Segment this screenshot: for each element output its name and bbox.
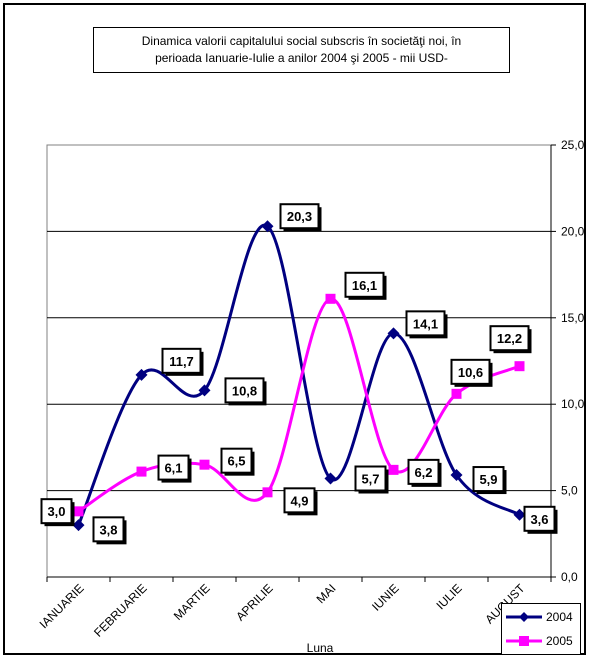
y-tick-label: 0,0	[561, 570, 578, 584]
marker-2005-martie	[199, 459, 210, 470]
marker-2005-mai	[325, 293, 336, 304]
chart-title: Dinamica valorii capitalului social subs…	[93, 27, 510, 73]
x-axis-label: Luna	[306, 641, 334, 655]
legend-entry-2005: 2005	[504, 631, 580, 651]
data-label-2004-iulie: 5,9	[479, 472, 497, 487]
data-label-2004-ianuarie: 3,0	[47, 504, 65, 519]
x-tick-label: FEBRUARIE	[91, 581, 149, 639]
x-tick-label: MARTIE	[171, 581, 213, 623]
marker-2004-aprilie	[261, 220, 274, 233]
marker-2004-iulie	[450, 469, 463, 482]
data-label-2005-august: 12,2	[497, 331, 522, 346]
marker-2005-ianuarie	[73, 506, 84, 517]
data-label-box	[224, 377, 265, 404]
data-label-2005-martie: 6,5	[227, 454, 245, 469]
marker-2004-mai	[324, 472, 337, 485]
y-tick-label: 20,0	[561, 224, 585, 238]
data-label-box	[523, 505, 556, 532]
data-label-box	[161, 347, 202, 374]
legend-swatch-2004	[506, 612, 542, 622]
marker-2005-februarie	[136, 466, 147, 477]
x-tick-label: APRILIE	[233, 581, 275, 623]
data-label-2004-mai: 5,7	[361, 472, 379, 487]
x-axis: IANUARIE FEBRUARIE MARTIE APRILIE MAI IUNIE IU…	[37, 576, 552, 640]
data-label-box	[279, 203, 320, 230]
marker-2005-august	[514, 361, 525, 372]
data-label-box	[450, 358, 491, 385]
marker-2004-februarie	[135, 368, 148, 381]
data-label-2005-iulie: 10,6	[458, 365, 483, 380]
legend-label-2004: 2004	[546, 610, 573, 624]
legend-label-2005: 2005	[546, 634, 573, 648]
data-label-box	[489, 325, 530, 352]
y-tick-label: 10,0	[561, 397, 585, 411]
y-tick-label: 5,0	[561, 484, 578, 498]
chart-title-line-2: perioada Ianuarie-Iulie a anilor 2004 şi…	[155, 51, 448, 65]
data-label-2004-martie: 10,8	[232, 383, 257, 398]
data-label-2005-mai: 16,1	[352, 278, 377, 293]
legend: 2004 2005	[501, 603, 581, 655]
data-label-2005-februarie: 6,1	[164, 461, 182, 476]
marker-2004-iunie	[387, 327, 400, 340]
legend-entry-2004: 2004	[504, 607, 580, 627]
marker-2005-iunie	[388, 464, 399, 475]
data-label-2004-august: 3,6	[530, 512, 548, 527]
x-tick-label: IULIE	[433, 581, 464, 612]
marker-2005-iulie	[451, 388, 462, 399]
data-label-box	[40, 498, 73, 525]
data-label-box	[472, 466, 505, 493]
data-label-2004-aprilie: 20,3	[287, 209, 312, 224]
data-label-2004-iunie: 14,1	[413, 316, 438, 331]
data-labels: 3,0 11,7 10,8 20,3 5,7 14,1 5,9 3,6 3,8 6,1 6,5 4,9…	[40, 203, 558, 545]
data-label-box	[220, 447, 253, 474]
x-tick-label: IANUARIE	[37, 581, 87, 631]
marker-2004-ianuarie	[72, 519, 85, 532]
data-label-box	[283, 487, 316, 514]
data-label-box	[157, 454, 190, 481]
x-tick-label: MAI	[314, 581, 339, 606]
marker-2005-aprilie	[262, 487, 273, 498]
x-tick-label: IUNIE	[369, 581, 402, 614]
data-label-2005-ianuarie: 3,8	[99, 522, 117, 537]
data-label-box	[405, 310, 446, 337]
y-axis: 0,0 5,0 10,0 15,0 20,0 25,0	[550, 138, 585, 584]
data-label-box	[354, 465, 387, 492]
y-tick-label: 15,0	[561, 311, 585, 325]
marker-2004-august	[513, 508, 526, 521]
data-label-2005-aprilie: 4,9	[290, 493, 308, 508]
marker-2004-martie	[198, 384, 211, 397]
series-line-2004	[77, 223, 521, 526]
data-label-2005-iunie: 6,2	[414, 465, 432, 480]
data-label-box	[407, 458, 440, 485]
data-label-2004-februarie: 11,7	[169, 354, 194, 369]
data-label-box	[344, 271, 385, 298]
chart-title-line-1: Dinamica valorii capitalului social subs…	[141, 34, 462, 48]
legend-swatch-2005	[506, 636, 542, 646]
data-label-box	[92, 516, 125, 543]
y-tick-label: 25,0	[561, 138, 585, 152]
series-markers	[72, 220, 526, 532]
